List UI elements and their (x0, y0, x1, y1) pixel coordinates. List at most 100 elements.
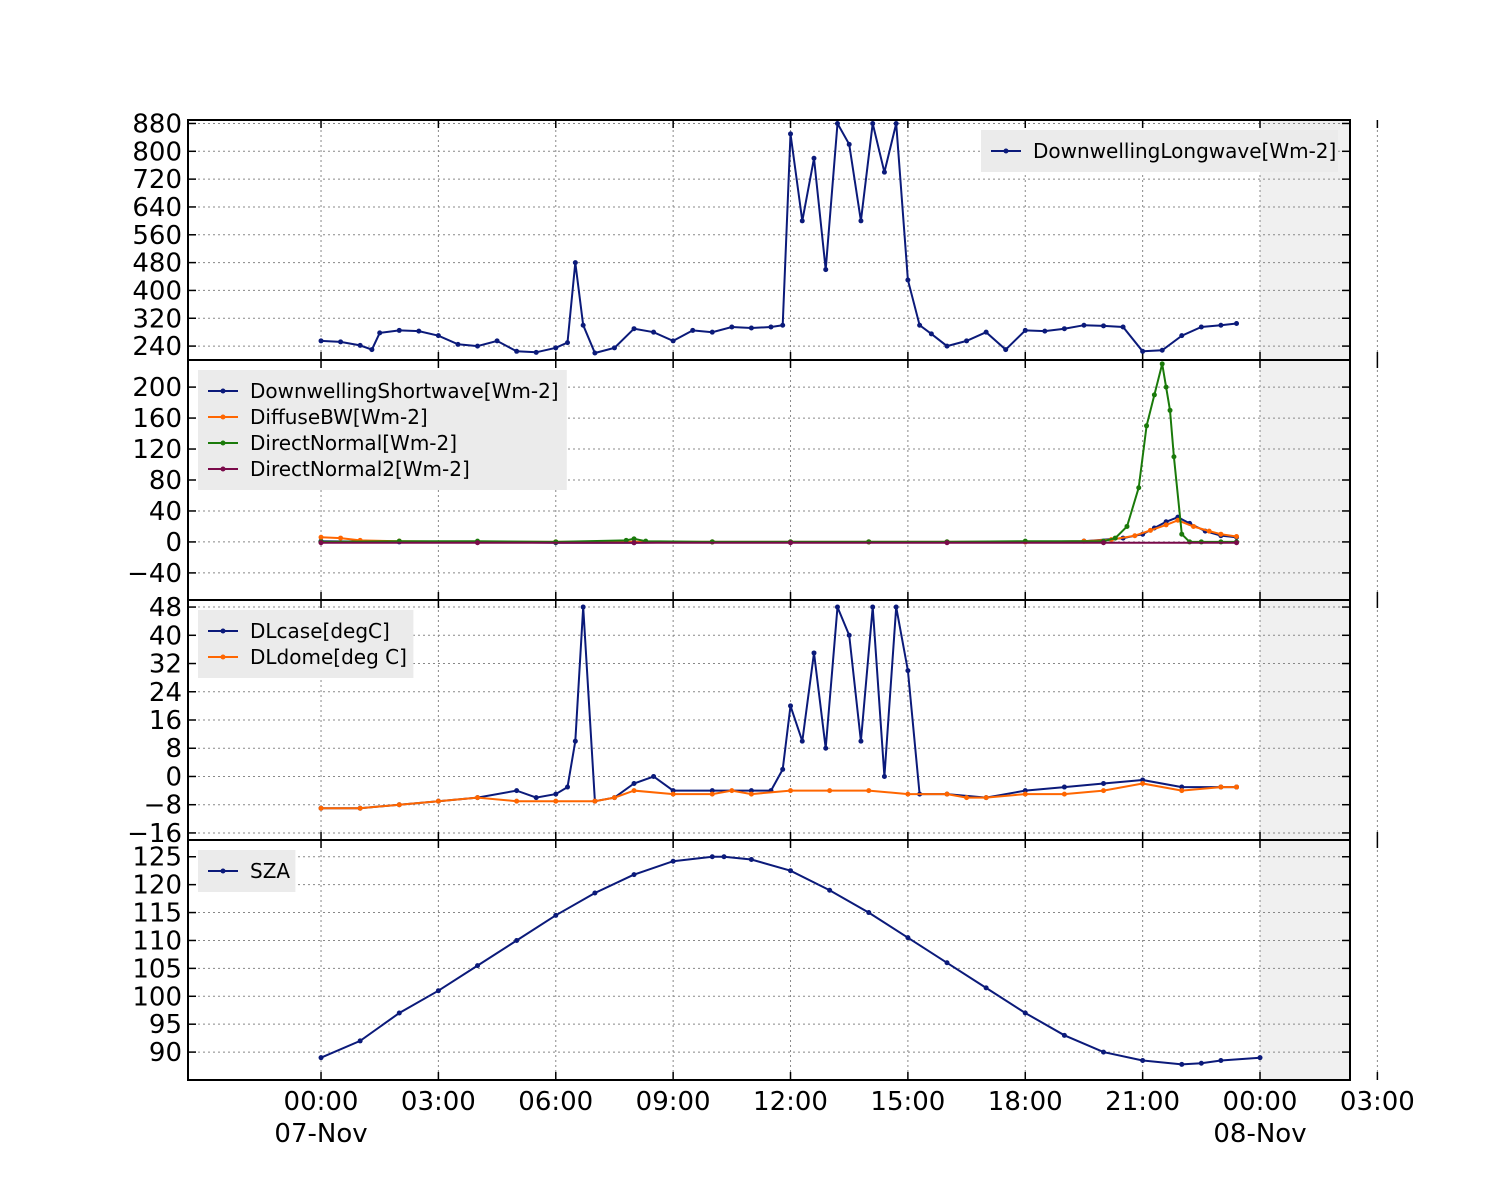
shaded-region (1260, 840, 1350, 1080)
legend-box (198, 370, 567, 490)
data-point (827, 887, 833, 893)
data-point (514, 937, 520, 943)
data-point (1234, 320, 1240, 326)
legend-entry: DownwellingLongwave[Wm-2] (1033, 139, 1336, 163)
data-point (1218, 784, 1224, 790)
data-point (670, 338, 676, 344)
legend: DownwellingLongwave[Wm-2] (981, 130, 1338, 172)
data-point (748, 788, 754, 794)
data-point (1218, 1057, 1224, 1063)
x-tick-label: 09:00 (636, 1087, 711, 1117)
data-point (1206, 528, 1212, 534)
data-point (1140, 1057, 1146, 1063)
y-tick-label: 8 (165, 734, 182, 764)
data-point (1159, 361, 1165, 367)
data-point (823, 267, 829, 273)
data-point (788, 131, 794, 137)
data-point (768, 324, 774, 330)
series-line (321, 606, 1237, 810)
y-tick-label: −40 (127, 559, 182, 589)
data-point (592, 798, 598, 804)
data-point (631, 872, 637, 878)
data-point (1144, 423, 1150, 429)
data-point (435, 333, 441, 339)
y-tick-label: 560 (132, 221, 182, 251)
x-tick-label: 06:00 (518, 1087, 593, 1117)
legend-marker (220, 628, 226, 634)
data-point (1081, 322, 1087, 328)
data-point (651, 773, 657, 779)
data-point (917, 322, 923, 328)
y-tick-label: 880 (132, 109, 182, 139)
data-point (651, 329, 657, 335)
data-point (1101, 323, 1107, 329)
legend-entry: SZA (250, 859, 290, 883)
x-date-label: 08-Nov (1213, 1119, 1306, 1149)
x-tick-label: 03:00 (401, 1087, 476, 1117)
data-point (357, 1038, 363, 1044)
y-tick-label: 0 (165, 528, 182, 558)
y-tick-label: 32 (149, 650, 182, 680)
y-tick-label: 40 (149, 621, 182, 651)
data-point (631, 536, 637, 542)
data-point (1101, 788, 1107, 794)
data-point (631, 788, 637, 794)
legend-box (198, 610, 414, 678)
data-point (1257, 1055, 1263, 1061)
legend: SZA (198, 850, 296, 892)
data-point (1218, 531, 1224, 537)
data-point (1061, 326, 1067, 332)
data-point (553, 912, 559, 918)
x-tick-label: 12:00 (753, 1087, 828, 1117)
data-point (748, 325, 754, 331)
data-point (788, 540, 794, 546)
data-point (846, 632, 852, 638)
data-point (1198, 1060, 1204, 1066)
data-point (983, 329, 989, 335)
x-tick-label: 00:00 (284, 1087, 359, 1117)
data-point (455, 341, 461, 347)
data-point (709, 854, 715, 860)
data-point (799, 738, 805, 744)
data-point (1140, 777, 1146, 783)
data-point (811, 155, 817, 161)
legend-entry: DLdome[deg C] (250, 645, 407, 669)
data-point (592, 890, 598, 896)
data-point (788, 868, 794, 874)
data-point (580, 322, 586, 328)
series-line (320, 519, 1237, 543)
data-point (964, 795, 970, 801)
data-point (905, 791, 911, 797)
y-tick-label: 48 (149, 593, 182, 623)
data-point (905, 935, 911, 941)
series-SZA (318, 854, 1263, 1067)
data-point (670, 858, 676, 864)
data-point (870, 604, 876, 610)
data-point (396, 327, 402, 333)
data-point (866, 910, 872, 916)
data-point (1112, 535, 1118, 541)
data-point (1042, 328, 1048, 334)
data-point (1101, 781, 1107, 787)
data-point (881, 773, 887, 779)
data-point (1022, 327, 1028, 333)
data-point (318, 534, 324, 540)
data-point (1171, 454, 1177, 460)
data-point (944, 791, 950, 797)
data-point (514, 788, 520, 794)
legend-entry: DiffuseBW[Wm-2] (250, 405, 428, 429)
data-point (1191, 523, 1197, 529)
data-point (1234, 534, 1240, 540)
series-DirectNormal2[Wm-2] (318, 540, 1240, 546)
shaded-region (1260, 360, 1350, 600)
data-point (338, 339, 344, 345)
data-point (1140, 348, 1146, 354)
data-point (983, 985, 989, 991)
data-point (780, 322, 786, 328)
data-point (1179, 1061, 1185, 1067)
data-point (799, 218, 805, 224)
legend-box (981, 130, 1338, 172)
data-point (1179, 784, 1185, 790)
